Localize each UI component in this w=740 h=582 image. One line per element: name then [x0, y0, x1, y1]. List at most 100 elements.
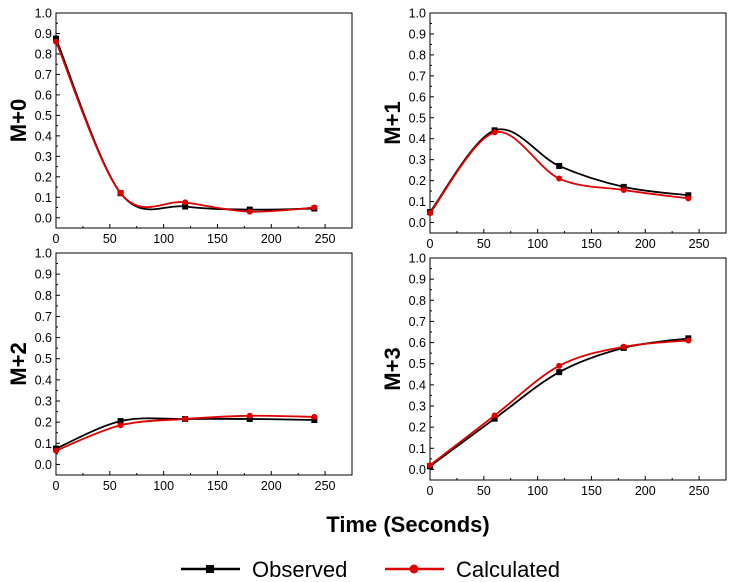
plot-frame [55, 12, 353, 229]
y-tick-label: 0.5 [409, 111, 426, 125]
panel-m2: 0.0 0.1 0.2 0.3 0.4 0.5 0.6 0.7 0.8 0.9 1.0 0 50 100 1… [6, 247, 353, 493]
data-point-observed [53, 35, 59, 42]
data-point-observed [556, 162, 563, 169]
panel-m1: 0.0 0.1 0.2 0.3 0.4 0.5 0.6 0.7 0.8 0.9 1.0 0 50 100 1… [380, 7, 727, 251]
y-tick-label: 1.0 [35, 247, 52, 261]
x-axis-title: Time (Seconds) [326, 512, 489, 537]
data-point-observed [311, 417, 318, 424]
y-axis-title: M+3 [380, 347, 405, 390]
y-tick-label: 0.1 [409, 442, 426, 456]
data-point-calculated [427, 210, 433, 217]
x-tick-label: 100 [527, 484, 548, 498]
y-tick-label: 1.0 [35, 7, 52, 21]
x-tick-label: 150 [581, 484, 602, 498]
y-tick-label: 0.1 [409, 195, 426, 209]
plot-frame [429, 257, 727, 481]
plot-frame [55, 252, 353, 476]
data-point-observed [182, 203, 189, 210]
x-tick-label: 250 [689, 484, 710, 498]
x-tick-label: 250 [689, 237, 710, 251]
data-point-observed [491, 415, 498, 422]
series-line-calculated [55, 41, 315, 213]
data-point-calculated [53, 38, 59, 45]
y-tick-label: 0.8 [35, 47, 52, 61]
y-tick-label: 0.6 [409, 90, 426, 104]
y-tick-label: 0.4 [409, 378, 426, 392]
data-point-calculated [685, 195, 692, 202]
y-tick-label: 0.3 [35, 150, 52, 164]
data-point-calculated [182, 199, 189, 206]
y-tick-label: 0.4 [35, 373, 52, 387]
x-tick-label: 200 [635, 237, 656, 251]
x-tick-label: 200 [261, 479, 282, 493]
series-line-calculated [429, 339, 689, 466]
y-tick-label: 0.7 [409, 315, 426, 329]
legend-observed-marker [206, 565, 214, 573]
y-tick-label: 0.1 [35, 437, 52, 451]
data-point-calculated [427, 462, 433, 469]
y-tick-label: 0.9 [409, 27, 426, 41]
legend-calculated-marker [409, 564, 419, 574]
x-tick-label: 150 [581, 237, 602, 251]
y-axis-title: M+0 [6, 99, 31, 142]
data-point-observed [246, 415, 253, 422]
panel-m3: 0.0 0.1 0.2 0.3 0.4 0.5 0.6 0.7 0.8 0.9 1.0 0 50 100 1… [380, 252, 727, 498]
y-tick-label: 0.6 [35, 331, 52, 345]
data-point-observed [556, 369, 563, 376]
x-tick-label: 250 [315, 479, 336, 493]
y-tick-label: 0.3 [409, 153, 426, 167]
x-tick-label: 100 [153, 232, 174, 246]
y-tick-label: 0.6 [409, 336, 426, 350]
data-point-calculated [311, 413, 318, 420]
x-tick-label: 200 [635, 484, 656, 498]
y-axis-title: M+2 [6, 342, 31, 385]
x-tick-label: 100 [527, 237, 548, 251]
x-tick-label: 50 [477, 484, 491, 498]
y-tick-label: 0.4 [35, 129, 52, 143]
y-tick-label: 0.9 [35, 268, 52, 282]
data-point-observed [685, 192, 692, 199]
y-tick-label: 1.0 [409, 7, 426, 21]
y-tick-label: 0.1 [35, 191, 52, 205]
x-tick-label: 150 [207, 479, 228, 493]
y-tick-label: 0.8 [409, 48, 426, 62]
data-point-calculated [491, 412, 498, 419]
data-point-calculated [182, 415, 189, 422]
x-tick-label: 0 [53, 232, 60, 246]
y-tick-label: 0.4 [409, 132, 426, 146]
y-tick-label: 0.0 [409, 216, 426, 230]
y-tick-label: 0.8 [35, 289, 52, 303]
data-point-observed [620, 183, 627, 190]
x-tick-label: 150 [207, 232, 228, 246]
y-tick-label: 0.7 [35, 310, 52, 324]
y-tick-label: 0.5 [35, 109, 52, 123]
data-point-calculated [246, 412, 253, 419]
y-tick-label: 0.8 [409, 294, 426, 308]
legend-observed-label: Observed [252, 557, 347, 582]
x-tick-label: 0 [427, 484, 434, 498]
data-point-calculated [620, 343, 627, 350]
legend-calculated-label: Calculated [456, 557, 560, 582]
data-point-calculated [246, 208, 253, 215]
data-point-calculated [117, 190, 124, 197]
y-tick-label: 0.0 [409, 463, 426, 477]
y-tick-label: 0.7 [35, 68, 52, 82]
y-tick-label: 0.2 [35, 416, 52, 430]
y-tick-label: 0.7 [409, 69, 426, 83]
data-point-calculated [556, 175, 563, 182]
y-tick-label: 0.2 [409, 421, 426, 435]
y-tick-label: 1.0 [409, 252, 426, 266]
data-point-calculated [491, 129, 498, 136]
y-tick-label: 0.2 [409, 174, 426, 188]
y-tick-label: 0.0 [35, 458, 52, 472]
y-tick-label: 0.0 [35, 211, 52, 225]
y-tick-label: 0.6 [35, 88, 52, 102]
y-tick-label: 0.3 [409, 400, 426, 414]
x-tick-label: 200 [261, 232, 282, 246]
series-line-observed [429, 128, 689, 213]
panel-m0: 0.0 0.1 0.2 0.3 0.4 0.5 0.6 0.7 0.8 0.9 1.0 0 50 100 1… [6, 7, 353, 246]
data-point-calculated [685, 337, 692, 344]
data-point-observed [117, 418, 124, 425]
x-tick-label: 250 [315, 232, 336, 246]
